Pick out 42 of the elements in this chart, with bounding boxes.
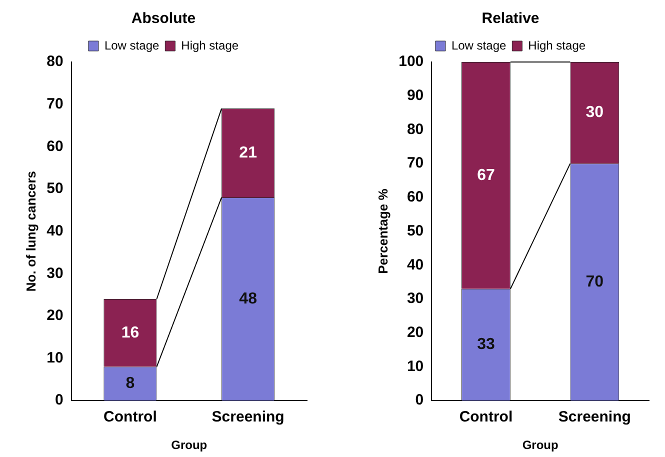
y-axis-title: Percentage % bbox=[375, 188, 390, 274]
legend-label: High stage bbox=[528, 38, 586, 52]
y-tick-label: 20 bbox=[46, 307, 64, 324]
data-label: 8 bbox=[126, 375, 135, 392]
x-axis-title: Group bbox=[171, 438, 208, 452]
y-tick-label: 70 bbox=[406, 154, 424, 172]
y-tick-label: 0 bbox=[415, 392, 424, 409]
data-label: 21 bbox=[239, 144, 258, 162]
legend-label: Low stage bbox=[451, 38, 506, 52]
data-label: 30 bbox=[586, 104, 604, 122]
y-tick-label: 60 bbox=[406, 188, 424, 206]
chart-title: Absolute bbox=[131, 10, 196, 28]
y-axis-title: No. of lung cancers bbox=[23, 170, 38, 292]
y-tick-label: 10 bbox=[406, 358, 424, 375]
legend-label: High stage bbox=[181, 38, 239, 52]
y-tick-label: 60 bbox=[46, 138, 64, 155]
y-tick-label: 30 bbox=[406, 290, 424, 308]
x-tick-label: Screening bbox=[212, 408, 284, 426]
y-tick-label: 90 bbox=[406, 87, 424, 104]
x-tick-label: Control bbox=[459, 408, 513, 426]
y-tick-label: 10 bbox=[46, 349, 64, 366]
y-tick-label: 80 bbox=[406, 120, 424, 138]
x-axis-title: Group bbox=[522, 438, 558, 452]
y-tick-label: 70 bbox=[46, 95, 64, 112]
data-label: 48 bbox=[239, 290, 258, 308]
y-tick-label: 100 bbox=[398, 53, 424, 70]
y-tick-label: 50 bbox=[46, 180, 64, 198]
y-tick-label: 40 bbox=[406, 256, 424, 274]
data-label: 16 bbox=[121, 324, 140, 342]
y-tick-label: 40 bbox=[46, 222, 64, 240]
data-label: 67 bbox=[477, 166, 495, 184]
x-tick-label: Screening bbox=[558, 408, 631, 426]
data-label: 70 bbox=[586, 273, 604, 290]
y-tick-label: 50 bbox=[406, 222, 424, 240]
legend-label: Low stage bbox=[104, 38, 160, 52]
y-tick-label: 30 bbox=[46, 264, 64, 282]
data-label: 33 bbox=[477, 336, 495, 354]
y-tick-label: 0 bbox=[54, 392, 64, 409]
x-tick-label: Control bbox=[104, 408, 157, 426]
y-tick-label: 20 bbox=[406, 324, 424, 342]
y-tick-label: 80 bbox=[46, 53, 64, 70]
chart-title: Relative bbox=[482, 10, 540, 28]
